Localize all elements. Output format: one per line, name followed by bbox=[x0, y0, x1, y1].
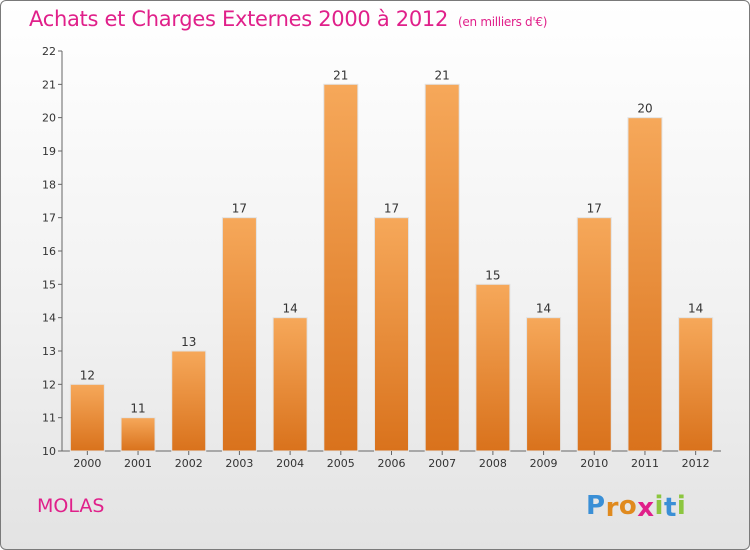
bar-value-label: 13 bbox=[181, 335, 196, 349]
bar-value-label: 11 bbox=[130, 402, 145, 416]
x-tick-label: 2006 bbox=[378, 457, 406, 470]
bar bbox=[475, 283, 511, 452]
logo-letter: t bbox=[663, 493, 677, 523]
x-tick-label: 2000 bbox=[73, 457, 101, 470]
bar-value-label: 21 bbox=[435, 68, 450, 82]
bar-value-label: 12 bbox=[80, 368, 95, 382]
x-tick-label: 2004 bbox=[276, 457, 304, 470]
bar-value-label: 14 bbox=[536, 302, 551, 316]
logo-letter: i bbox=[654, 491, 664, 521]
bar bbox=[374, 217, 409, 452]
x-tick-label: 2012 bbox=[682, 457, 710, 470]
bar bbox=[526, 317, 562, 452]
bar bbox=[120, 417, 156, 452]
y-tick-label: 12 bbox=[42, 378, 56, 391]
bar-value-label: 14 bbox=[282, 302, 297, 316]
x-tick-label: 2011 bbox=[631, 457, 659, 470]
bar bbox=[272, 317, 308, 452]
proxiti-logo: Proxiti bbox=[586, 491, 687, 523]
logo-letter: r bbox=[605, 493, 619, 523]
bar bbox=[627, 117, 663, 452]
chart-subtitle: (en milliers d'€) bbox=[458, 15, 548, 29]
x-tick-label: 2008 bbox=[479, 457, 507, 470]
y-tick-label: 19 bbox=[42, 145, 56, 158]
y-tick-label: 16 bbox=[42, 245, 56, 258]
bar bbox=[171, 350, 207, 452]
x-tick-label: 2003 bbox=[225, 457, 253, 470]
place-name: MOLAS bbox=[37, 495, 105, 517]
bar bbox=[678, 317, 714, 452]
x-tick-label: 2010 bbox=[580, 457, 608, 470]
logo-letter: o bbox=[618, 491, 638, 521]
chart-title: Achats et Charges Externes 2000 à 2012 (e… bbox=[29, 7, 547, 31]
logo-letter: i bbox=[676, 491, 687, 521]
y-tick-label: 11 bbox=[42, 412, 56, 425]
x-tick-label: 2005 bbox=[327, 457, 355, 470]
y-tick-label: 14 bbox=[42, 312, 56, 325]
y-tick-label: 13 bbox=[42, 345, 56, 358]
bar-value-label: 14 bbox=[688, 302, 703, 316]
bar-value-label: 21 bbox=[333, 68, 348, 82]
bar-value-label: 17 bbox=[384, 202, 399, 216]
y-tick-label: 18 bbox=[42, 178, 56, 191]
logo-letter: P bbox=[586, 491, 606, 521]
y-tick-label: 20 bbox=[42, 112, 56, 125]
bar bbox=[69, 383, 105, 452]
y-tick-label: 22 bbox=[42, 45, 56, 58]
bar bbox=[576, 217, 612, 452]
bar-value-label: 15 bbox=[485, 268, 500, 282]
bar-value-label: 17 bbox=[232, 202, 247, 216]
bar-value-label: 20 bbox=[637, 102, 652, 116]
x-tick-label: 2002 bbox=[175, 457, 203, 470]
x-tick-label: 2009 bbox=[530, 457, 558, 470]
bar bbox=[221, 217, 257, 452]
y-tick-label: 21 bbox=[42, 78, 56, 91]
bar bbox=[424, 83, 460, 452]
y-tick-label: 17 bbox=[42, 212, 56, 225]
x-tick-label: 2001 bbox=[124, 457, 152, 470]
bar-value-label: 17 bbox=[587, 202, 602, 216]
y-tick-label: 15 bbox=[42, 278, 56, 291]
y-tick-label: 10 bbox=[42, 445, 56, 458]
chart-title-text: Achats et Charges Externes 2000 à 2012 bbox=[29, 7, 449, 31]
x-tick-label: 2007 bbox=[428, 457, 456, 470]
bar bbox=[323, 83, 359, 452]
logo-letter: x bbox=[637, 493, 655, 523]
